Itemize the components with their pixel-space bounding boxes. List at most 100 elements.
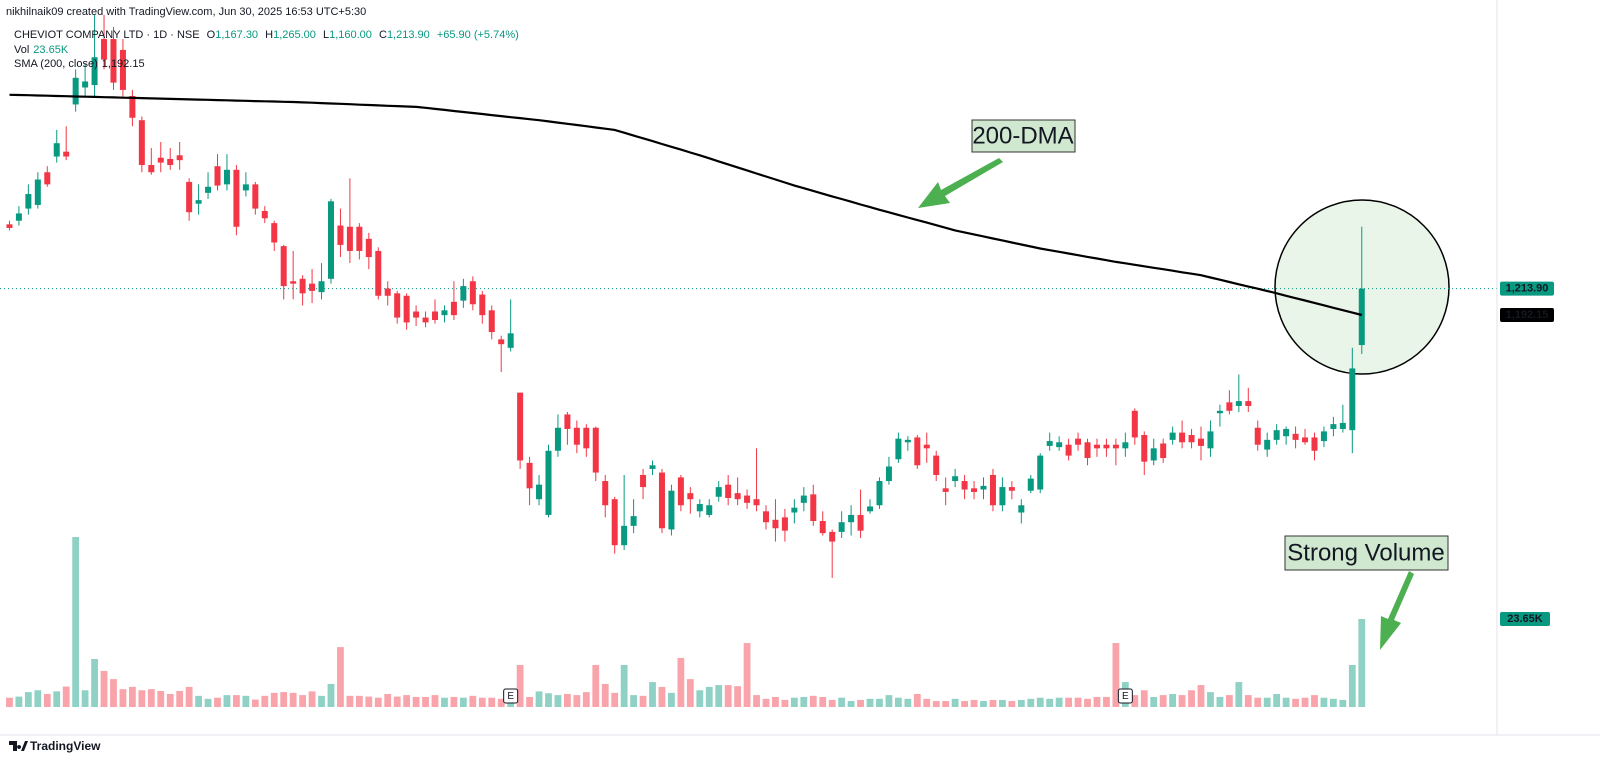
- volume-bar: [100, 670, 108, 707]
- candle-body: [460, 286, 467, 301]
- candle-body: [1169, 432, 1176, 440]
- candle-body: [706, 505, 713, 515]
- volume-bar: [942, 701, 950, 707]
- volume-bar: [166, 693, 174, 707]
- volume-bar: [1263, 697, 1271, 707]
- candle-body: [573, 427, 580, 445]
- volume-bar: [866, 698, 874, 707]
- event-marker: E: [503, 688, 519, 704]
- candle-body: [176, 155, 183, 161]
- candle-body: [1245, 401, 1252, 406]
- candle-body: [658, 472, 665, 529]
- candle-body: [63, 151, 70, 157]
- candle-body: [791, 507, 798, 513]
- volume-bar: [573, 695, 581, 707]
- volume-bar: [1235, 682, 1243, 707]
- event-box: [1117, 688, 1133, 704]
- volume-bar: [1140, 690, 1148, 707]
- volume-bar: [809, 695, 817, 707]
- candle-body: [119, 49, 126, 90]
- volume-bar: [639, 695, 647, 707]
- volume-bar: [72, 536, 80, 707]
- candle-body: [15, 213, 22, 221]
- candle-body: [129, 95, 136, 118]
- volume-bar: [1311, 695, 1318, 707]
- candle-body: [1008, 487, 1015, 491]
- volume-bar: [1150, 696, 1158, 707]
- candle-body: [1216, 410, 1223, 414]
- candle-body: [1198, 438, 1205, 446]
- candle-body: [687, 493, 694, 500]
- volume-bar: [34, 690, 42, 707]
- volume-bar: [1273, 693, 1281, 707]
- candle-body: [1103, 444, 1110, 449]
- candle-body: [261, 211, 268, 219]
- volume-bar: [1084, 698, 1091, 707]
- candle-body: [53, 143, 60, 157]
- volume-bar: [601, 683, 609, 707]
- volume-bar: [299, 695, 307, 707]
- candle-body: [554, 427, 561, 451]
- volume-bar: [195, 695, 202, 707]
- brand: TradingView: [30, 739, 101, 753]
- volume-bar: [1225, 695, 1233, 707]
- candle-body: [422, 317, 429, 323]
- candle-body: [1320, 431, 1327, 442]
- candle-body: [999, 487, 1006, 506]
- candle-body: [885, 466, 892, 482]
- ohlc-key: H: [265, 29, 273, 41]
- volume-bar: [176, 691, 184, 707]
- candle-body: [583, 427, 590, 449]
- candle-body: [91, 57, 98, 86]
- volume-bar: [128, 686, 136, 707]
- volume-bar: [1036, 697, 1044, 707]
- volume-bar: [819, 696, 827, 707]
- volume-bar: [1197, 685, 1205, 707]
- candle-body: [148, 164, 155, 173]
- candle-body: [252, 184, 259, 209]
- volume-bar: [6, 697, 13, 707]
- candle-body: [394, 293, 401, 318]
- volume-bar: [81, 690, 89, 707]
- volume-bar: [1074, 697, 1082, 707]
- candle-body: [668, 490, 675, 530]
- candle-body: [914, 437, 921, 466]
- price-tag-label: 1,192.15: [1506, 309, 1549, 321]
- volume-bar: [980, 701, 987, 707]
- candle-body: [1018, 505, 1025, 513]
- candle-body: [772, 519, 779, 529]
- candle-body: [82, 81, 89, 88]
- volume-bar: [261, 695, 269, 707]
- candle-body: [649, 465, 656, 469]
- volume-bar: [932, 701, 940, 707]
- volume-bar: [1065, 697, 1073, 707]
- volume-bar: [412, 696, 420, 707]
- volume-bar: [705, 686, 713, 707]
- candle-body: [1188, 435, 1195, 443]
- candle-body: [895, 438, 902, 460]
- candle-body: [1292, 433, 1299, 440]
- candle-body: [498, 339, 505, 345]
- candle-body: [696, 504, 703, 512]
- volume-bar: [441, 697, 448, 707]
- candle-body: [110, 39, 117, 83]
- annotation-arrow: [918, 158, 1003, 208]
- candle-body: [1302, 437, 1309, 443]
- candle-body: [346, 226, 353, 251]
- volume-bar: [535, 691, 543, 707]
- candle-body: [1112, 444, 1119, 449]
- ohlc-value: 1,265.00: [273, 29, 316, 41]
- candle-body: [299, 278, 306, 294]
- annotation-box: [1284, 535, 1449, 571]
- candle-body: [413, 311, 420, 318]
- volume-bar: [1093, 696, 1101, 707]
- volume-bar: [374, 697, 382, 707]
- legend-symbol: CHEVIOT COMPANY LTD · 1D · NSE O1,167.30…: [14, 29, 519, 41]
- volume-bar: [365, 696, 373, 707]
- candle-body: [1131, 410, 1138, 438]
- sma-line: [9, 93, 1363, 317]
- volume-bar: [526, 696, 533, 707]
- candle-body: [356, 226, 363, 251]
- ohlc-key: C: [379, 29, 387, 41]
- volume-bar: [280, 692, 288, 707]
